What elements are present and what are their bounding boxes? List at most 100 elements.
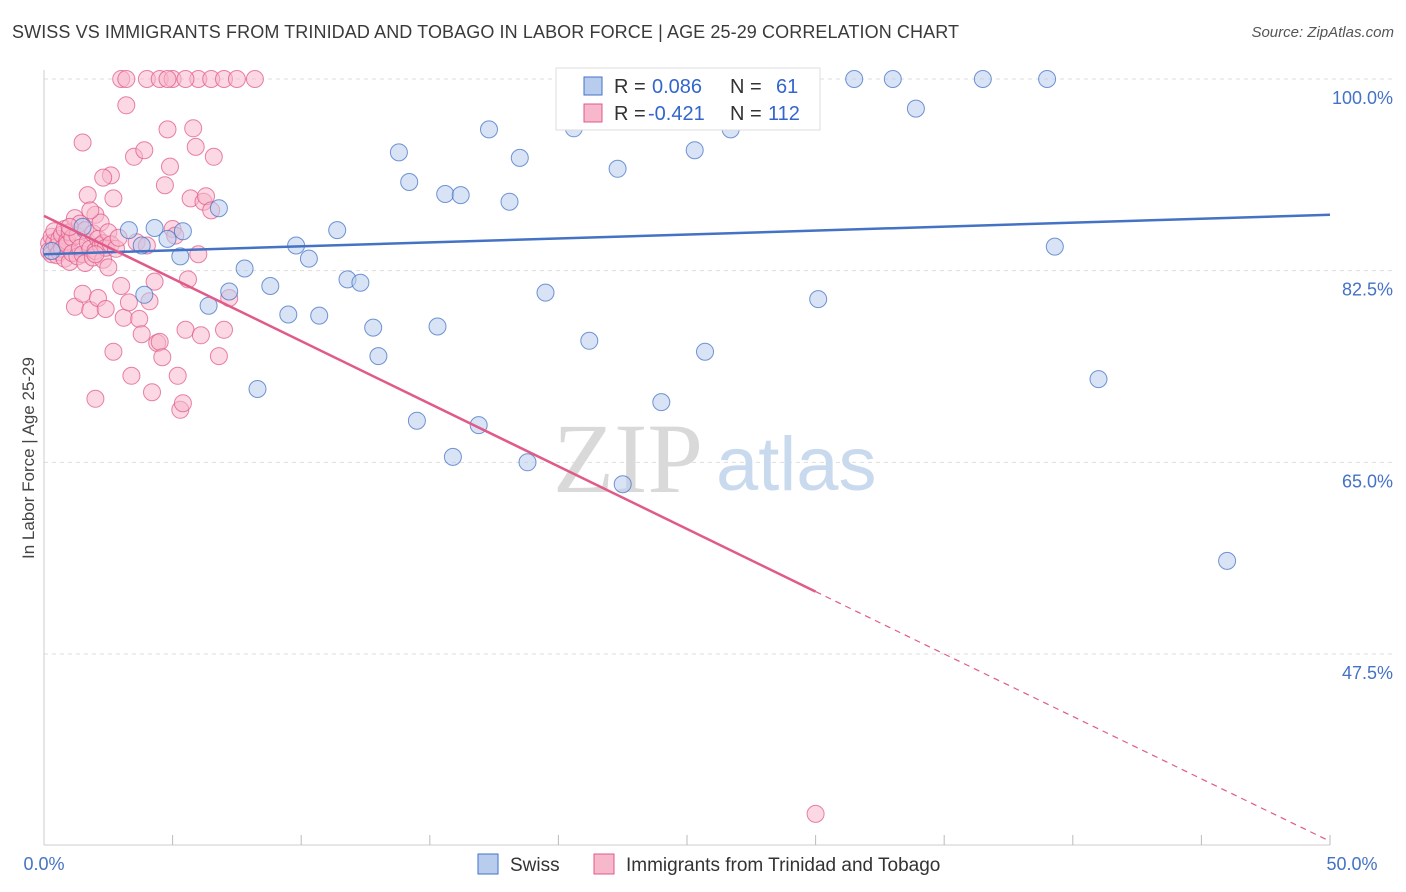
- point-trinidad: [191, 326, 210, 345]
- point-swiss: [351, 273, 370, 292]
- point-swiss: [119, 221, 138, 240]
- y-tick-label: 100.0%: [1332, 88, 1393, 108]
- point-swiss: [261, 277, 280, 295]
- point-trinidad: [186, 137, 205, 156]
- point-trinidad: [117, 70, 136, 88]
- point-trinidad: [161, 157, 179, 176]
- x-tick-label-start: 0.0%: [23, 854, 64, 874]
- trend-line-swiss: [43, 213, 1331, 256]
- point-swiss: [369, 347, 388, 366]
- point-trinidad: [143, 383, 161, 402]
- point-swiss: [518, 453, 537, 472]
- point-swiss: [279, 305, 298, 324]
- point-trinidad: [150, 332, 169, 351]
- point-trinidad: [112, 277, 131, 295]
- point-trinidad: [176, 70, 195, 88]
- point-swiss: [220, 282, 239, 301]
- point-trinidad: [158, 120, 177, 139]
- point-swiss: [1218, 551, 1237, 570]
- point-swiss: [400, 173, 419, 191]
- point-trinidad: [73, 133, 92, 152]
- trend-line-trinidad-extension: [815, 591, 1331, 842]
- point-trinidad: [130, 309, 149, 328]
- point-swiss: [132, 236, 151, 255]
- point-swiss: [42, 242, 61, 260]
- point-trinidad: [155, 176, 174, 195]
- point-swiss: [145, 219, 164, 237]
- point-swiss: [235, 259, 254, 278]
- point-trinidad: [227, 70, 246, 88]
- point-trinidad: [168, 366, 187, 385]
- point-swiss: [173, 222, 192, 241]
- point-trinidad: [104, 189, 123, 208]
- point-swiss: [310, 306, 329, 325]
- bottom-legend-swatch-swiss: [477, 853, 499, 875]
- point-swiss: [500, 192, 519, 211]
- point-trinidad: [806, 804, 825, 823]
- point-trinidad: [104, 342, 123, 361]
- x-axis-ticks: [172, 835, 1331, 845]
- point-trinidad: [73, 284, 92, 303]
- point-swiss: [580, 331, 599, 350]
- point-swiss: [883, 70, 902, 88]
- point-trinidad: [78, 186, 97, 205]
- point-trinidad: [158, 70, 177, 88]
- point-swiss: [1045, 237, 1064, 256]
- watermark-atlas: atlas: [716, 422, 877, 507]
- point-swiss: [685, 141, 704, 160]
- point-trinidad: [184, 119, 203, 138]
- x-tick-label-end: 50.0%: [1326, 854, 1377, 874]
- watermark-zip: ZIP: [553, 403, 703, 514]
- point-trinidad: [176, 320, 195, 339]
- point-trinidad: [209, 347, 228, 366]
- y-axis-label: In Labor Force | Age 25-29: [19, 357, 38, 559]
- point-swiss: [158, 229, 177, 248]
- bottom-legend: Swiss Immigrants from Trinidad and Tobag…: [477, 853, 940, 876]
- point-trinidad: [153, 348, 172, 367]
- point-trinidad: [122, 366, 141, 385]
- point-swiss: [171, 247, 190, 266]
- trend-lines: [43, 213, 1331, 842]
- point-swiss: [608, 159, 627, 178]
- point-swiss: [209, 199, 228, 218]
- stats-legend-swatch-trinidad: [583, 103, 603, 123]
- point-trinidad: [86, 389, 105, 408]
- y-tick-label: 65.0%: [1342, 471, 1393, 491]
- point-trinidad: [86, 245, 105, 264]
- point-trinidad: [135, 141, 154, 160]
- y-axis-tick-labels: 47.5% 65.0% 82.5% 100.0%: [1332, 88, 1393, 683]
- point-swiss: [248, 380, 267, 398]
- point-swiss: [436, 185, 455, 203]
- point-swiss: [510, 148, 529, 167]
- point-swiss: [1089, 370, 1108, 389]
- point-swiss: [299, 249, 318, 268]
- point-trinidad: [81, 201, 100, 220]
- stats-legend-r-label-trinidad: R =: [614, 103, 646, 125]
- point-trinidad: [132, 325, 151, 344]
- point-swiss: [1038, 70, 1057, 88]
- stats-legend: R = 0.086 N = 61 R = -0.421 N = 112: [555, 67, 821, 131]
- point-swiss: [845, 70, 864, 88]
- point-swiss: [809, 290, 828, 309]
- chart-title: SWISS VS IMMIGRANTS FROM TRINIDAD AND TO…: [12, 22, 960, 42]
- stats-legend-r-value-trinidad: -0.421: [648, 103, 705, 125]
- point-trinidad: [117, 96, 136, 115]
- point-swiss: [443, 447, 462, 466]
- point-swiss: [536, 283, 555, 302]
- stats-legend-n-value-trinidad: 112: [768, 103, 800, 125]
- point-trinidad: [94, 168, 113, 187]
- chart-source: Source: ZipAtlas.com: [1251, 24, 1394, 41]
- point-swiss: [328, 221, 347, 240]
- point-swiss: [389, 143, 408, 162]
- point-trinidad: [245, 70, 264, 88]
- point-trinidad: [204, 147, 223, 166]
- point-swiss: [364, 318, 383, 337]
- series-trinidad-points: [40, 70, 825, 823]
- point-swiss: [973, 70, 992, 88]
- watermark: ZIP atlas: [553, 403, 877, 514]
- y-tick-label: 82.5%: [1342, 280, 1393, 300]
- y-tick-label: 47.5%: [1342, 663, 1393, 683]
- stats-legend-r-label-swiss: R =: [614, 76, 646, 98]
- point-swiss: [451, 186, 470, 205]
